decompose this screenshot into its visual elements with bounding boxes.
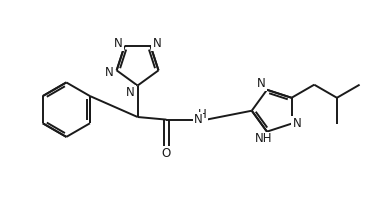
Text: NH: NH xyxy=(255,132,273,145)
Text: N: N xyxy=(292,117,301,130)
Text: N: N xyxy=(257,77,266,90)
Text: N: N xyxy=(114,37,123,50)
Text: N: N xyxy=(152,37,161,50)
Text: N: N xyxy=(126,86,134,99)
Text: N: N xyxy=(105,66,114,79)
Text: O: O xyxy=(162,147,171,160)
Text: H: H xyxy=(198,108,207,121)
Text: N: N xyxy=(194,113,202,126)
